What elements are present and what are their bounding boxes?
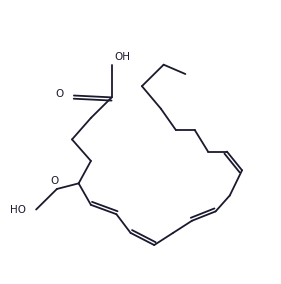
Text: OH: OH (114, 52, 130, 62)
Text: O: O (55, 89, 63, 99)
Text: O: O (50, 176, 58, 186)
Text: HO: HO (10, 204, 26, 214)
